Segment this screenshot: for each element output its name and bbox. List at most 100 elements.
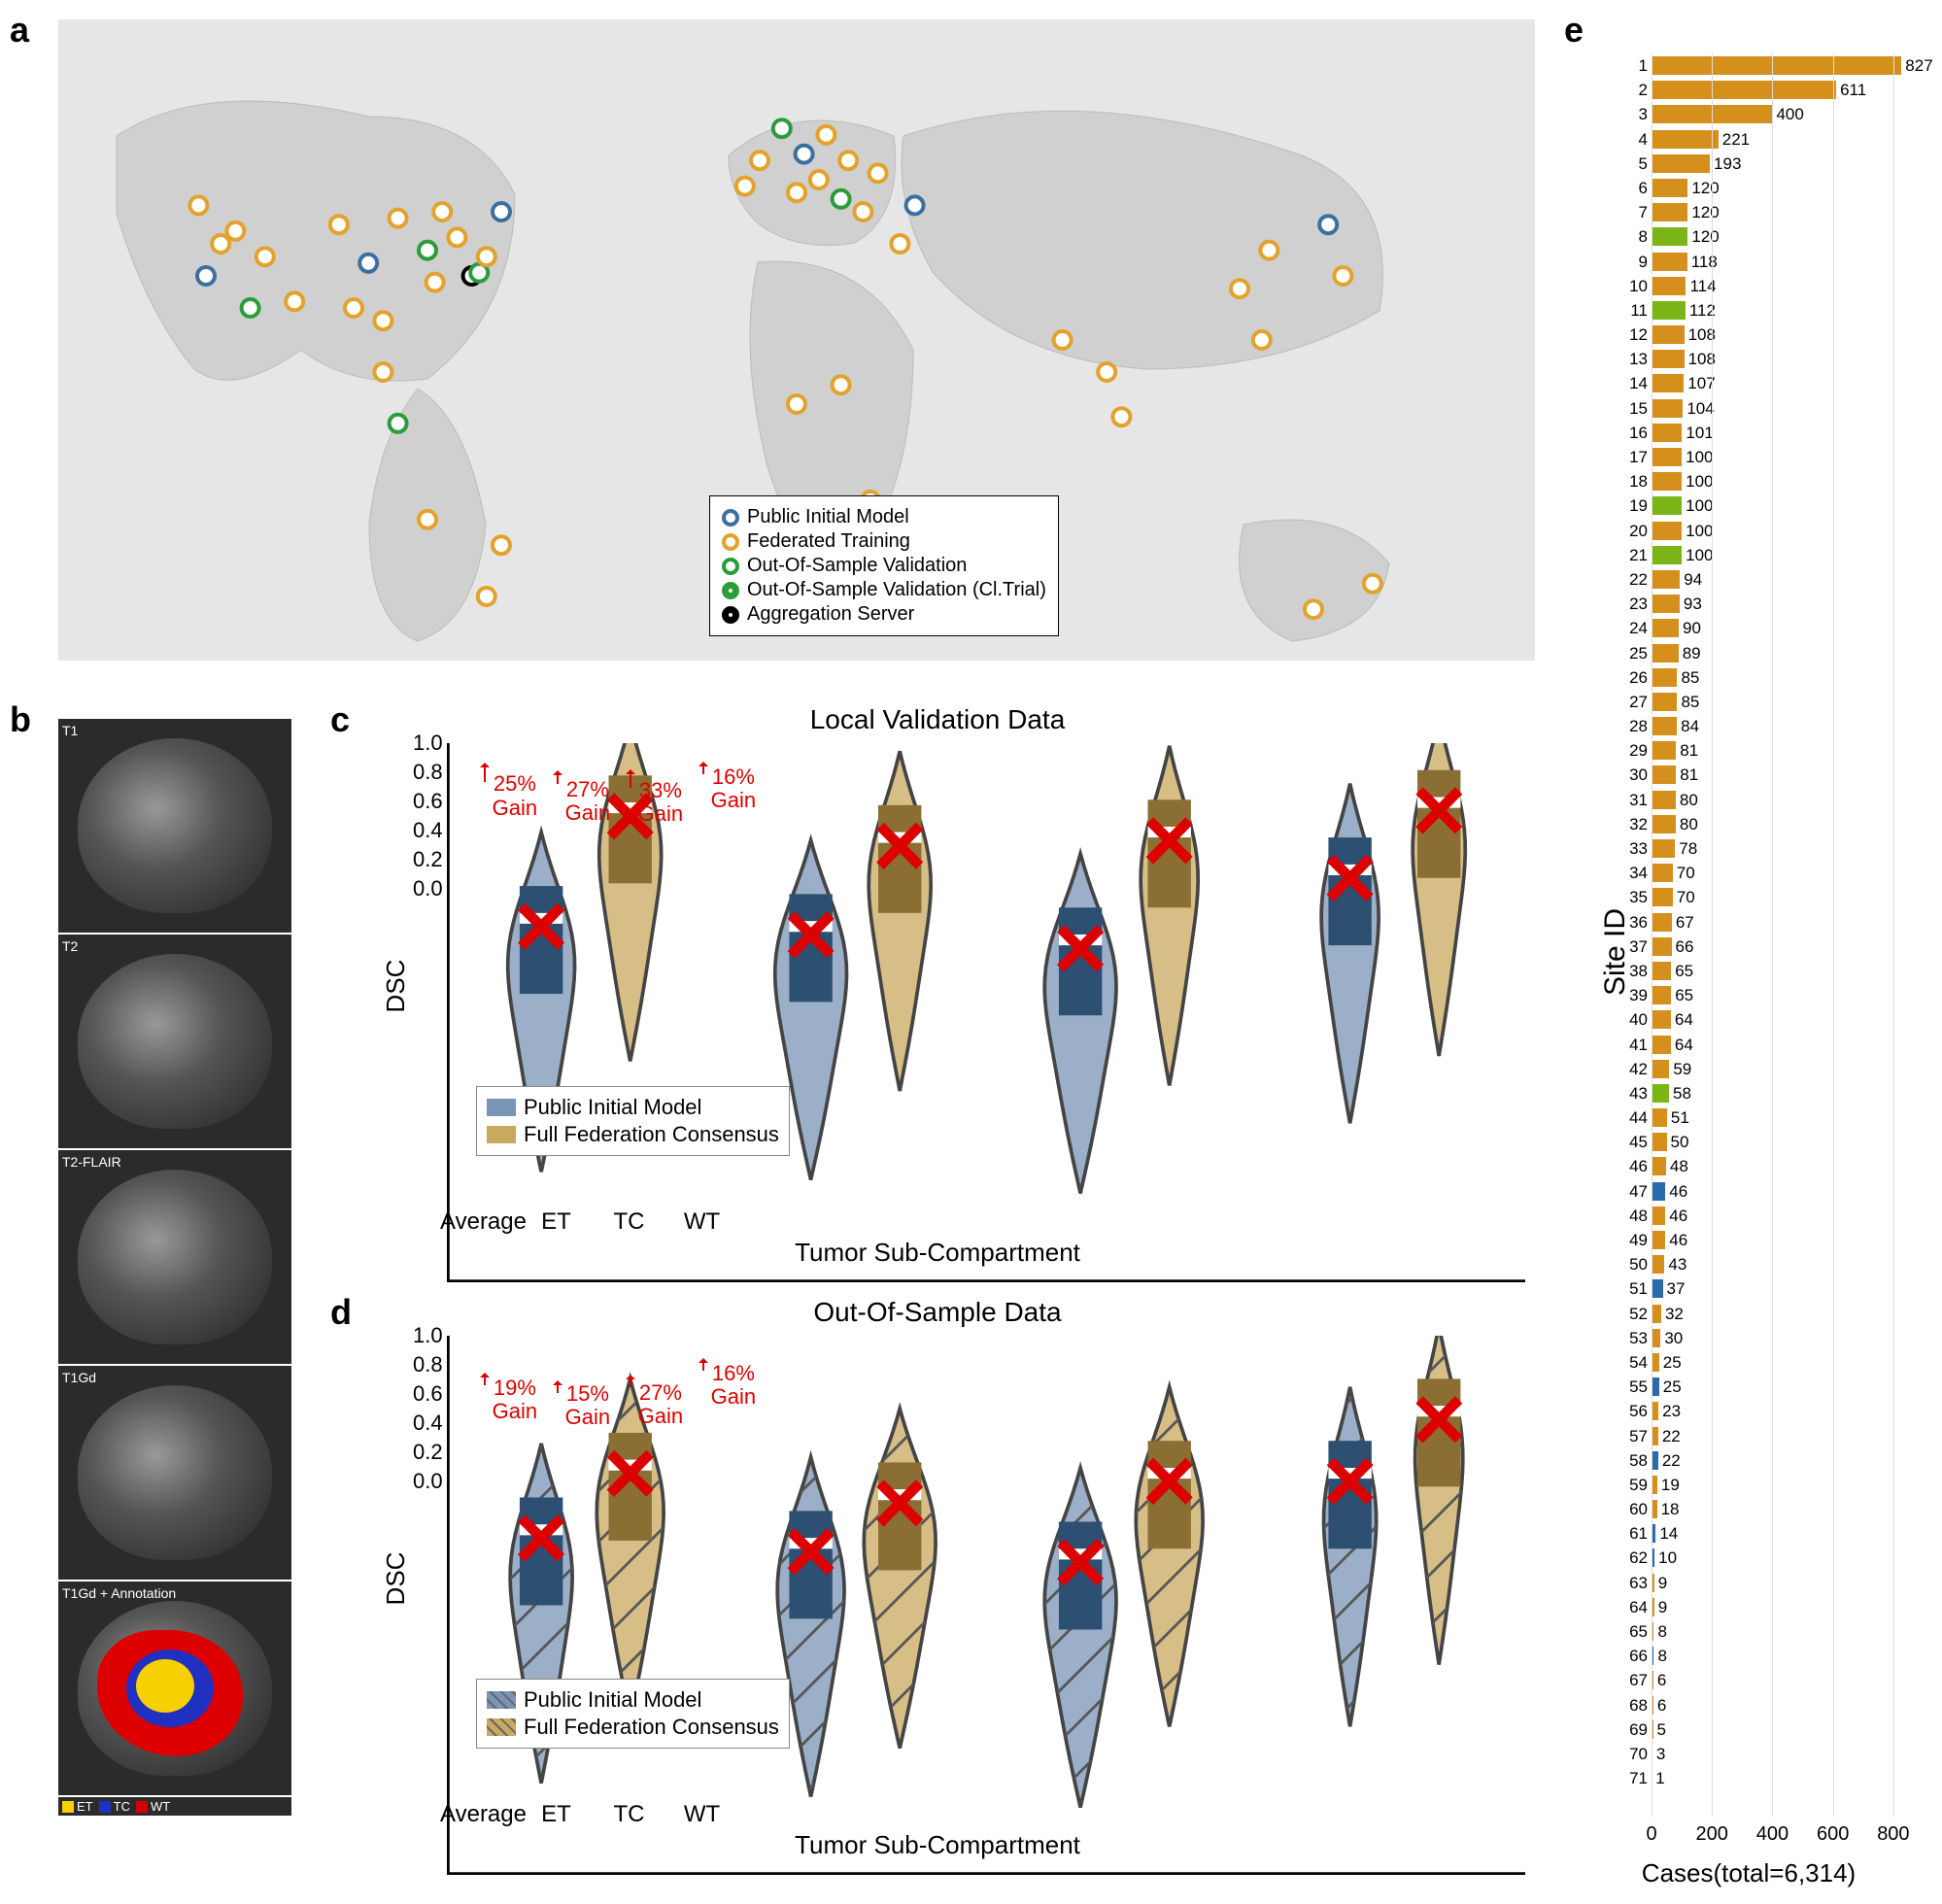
bar-rect (1652, 1231, 1665, 1249)
bar-value: 9 (1654, 1595, 1667, 1619)
mean-x-icon: × (1323, 826, 1378, 930)
bar-site-id: 33 (1620, 836, 1648, 861)
map-site-marker (374, 363, 392, 381)
violin-xtick: WT (684, 1801, 720, 1828)
bar-row: 21100 (1652, 543, 1924, 567)
violin-xtick: TC (614, 1801, 645, 1828)
bars-gridline (1893, 53, 1894, 1817)
bar-row: 5722 (1652, 1424, 1924, 1448)
bar-site-id: 27 (1620, 690, 1648, 714)
map-legend-row: Public Initial Model (722, 506, 1046, 528)
violin-ytick: 0.2 (413, 847, 442, 872)
bar-site-id: 12 (1620, 323, 1648, 347)
gain-label: 27%Gain (638, 1381, 683, 1428)
panel-d-title: Out-Of-Sample Data (813, 1297, 1061, 1328)
legend-text: Full Federation Consensus (524, 1122, 779, 1147)
mean-x-icon: × (784, 1499, 838, 1603)
bar-rect (1652, 56, 1901, 75)
annot-label: TC (114, 1799, 130, 1814)
bar-value: 108 (1685, 347, 1716, 371)
bar-site-id: 22 (1620, 567, 1648, 592)
legend-marker-icon (722, 606, 739, 624)
map-site-marker (330, 216, 348, 233)
violin-xtick: Average (440, 1801, 527, 1828)
bar-row: 4648 (1652, 1154, 1924, 1178)
map-site-marker (212, 235, 229, 253)
annot-legend-item: ET (62, 1799, 93, 1814)
gain-arrow-icon (557, 771, 559, 784)
bar-value: 48 (1666, 1154, 1688, 1178)
bar-value: 100 (1682, 445, 1713, 469)
map-site-marker (751, 152, 768, 169)
bar-rect (1652, 253, 1687, 271)
annot-swatch-icon (99, 1801, 111, 1813)
bar-value: 84 (1677, 714, 1699, 738)
brain-icon (78, 738, 272, 913)
bar-rect (1652, 546, 1682, 564)
bar-rect (1652, 765, 1676, 784)
bar-value: 193 (1710, 152, 1741, 176)
map-site-marker (226, 222, 244, 240)
mean-x-icon: × (872, 794, 927, 898)
bar-site-id: 43 (1620, 1081, 1648, 1105)
map-legend-row: Aggregation Server (722, 603, 1046, 626)
mean-x-icon: × (603, 1421, 658, 1525)
gain-arrow-icon (630, 770, 631, 788)
mean-x-icon: × (1053, 1510, 1107, 1614)
bar-value: 1 (1652, 1766, 1664, 1790)
bar-row: 2981 (1652, 738, 1924, 763)
mean-x-icon: × (1412, 759, 1466, 863)
map-legend: Public Initial ModelFederated TrainingOu… (709, 495, 1059, 636)
bar-row: 19100 (1652, 493, 1924, 518)
bar-site-id: 6 (1620, 176, 1648, 200)
bar-row: 6120 (1652, 176, 1924, 200)
map-site-marker (1305, 600, 1322, 618)
bar-value: 67 (1672, 910, 1694, 935)
mean-x-icon: × (1323, 1429, 1378, 1533)
panel-d-label: d (330, 1292, 352, 1333)
mri-annot-legend: ETTCWT (58, 1797, 291, 1816)
bar-row: 711 (1652, 1766, 1924, 1790)
gain-arrow-icon (484, 764, 486, 782)
bar-site-id: 34 (1620, 861, 1648, 885)
bar-rect (1652, 644, 1679, 663)
mri-slice-label: T2 (62, 938, 78, 954)
bar-rect (1652, 791, 1676, 809)
gain-label: 15%Gain (565, 1382, 610, 1429)
bar-site-id: 5 (1620, 152, 1648, 176)
bar-rect (1652, 888, 1673, 906)
bar-site-id: 40 (1620, 1007, 1648, 1032)
bar-value: 8 (1653, 1644, 1666, 1668)
violin-legend: Public Initial ModelFull Federation Cons… (476, 1086, 790, 1156)
bar-site-id: 35 (1620, 885, 1648, 909)
bar-row: 2685 (1652, 665, 1924, 690)
bar-site-id: 53 (1620, 1326, 1648, 1350)
bar-site-id: 57 (1620, 1424, 1648, 1448)
bar-site-id: 32 (1620, 812, 1648, 836)
bar-value: 19 (1657, 1473, 1680, 1497)
bar-site-id: 55 (1620, 1375, 1648, 1399)
bar-site-id: 45 (1620, 1130, 1648, 1154)
bar-value: 81 (1676, 763, 1698, 787)
bar-site-id: 44 (1620, 1105, 1648, 1130)
bar-value: 51 (1667, 1105, 1689, 1130)
bar-value: 43 (1664, 1252, 1686, 1276)
bar-rect (1652, 277, 1686, 295)
bar-rect (1652, 374, 1684, 392)
bar-site-id: 56 (1620, 1399, 1648, 1423)
bar-rect (1652, 154, 1710, 173)
map-site-marker (478, 588, 495, 605)
bar-rect (1652, 1157, 1666, 1175)
bar-row: 18100 (1652, 469, 1924, 493)
map-site-marker (286, 292, 303, 310)
annot-legend-item: TC (99, 1799, 130, 1814)
mean-x-icon: × (784, 882, 838, 986)
bar-rect (1652, 741, 1676, 760)
map-site-marker (773, 119, 791, 137)
bar-value: 64 (1671, 1033, 1693, 1057)
bar-site-id: 9 (1620, 250, 1648, 274)
map-site-marker (448, 228, 465, 246)
bar-row: 686 (1652, 1693, 1924, 1717)
bar-row: 2490 (1652, 616, 1924, 640)
bar-value: 120 (1687, 200, 1719, 224)
